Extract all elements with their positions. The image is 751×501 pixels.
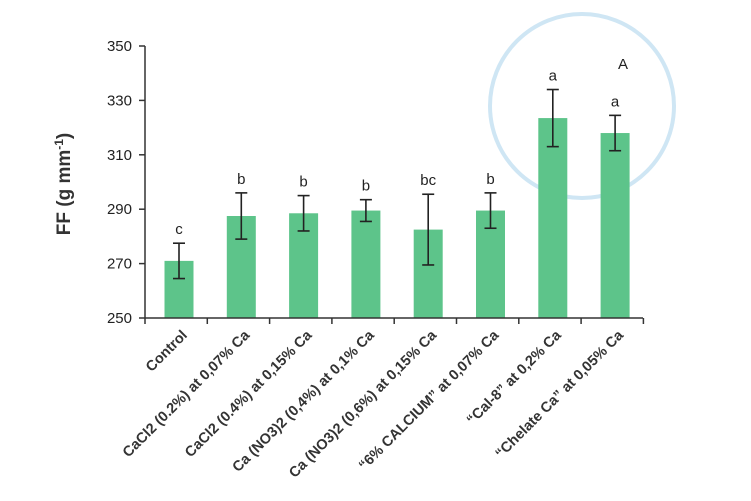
y-tick-label-0: 250 xyxy=(107,310,132,327)
highlight-circle xyxy=(488,12,676,200)
x-tick-label-7: “Chelate Ca” at 0,05% Ca xyxy=(493,327,628,462)
y-tick-label-3: 310 xyxy=(107,147,132,164)
significance-letter-3: b xyxy=(362,178,370,195)
y-tick-label-4: 330 xyxy=(107,92,132,109)
significance-letter-1: b xyxy=(237,171,245,188)
significance-letter-6: a xyxy=(549,68,558,85)
significance-letter-4: bc xyxy=(420,172,436,189)
y-axis-title-main: FF (g mm xyxy=(54,150,75,236)
y-axis-title-sup: -1 xyxy=(52,139,66,150)
annotation-label: A xyxy=(618,56,628,73)
bars-layer: c b b b bc b a a xyxy=(164,68,630,318)
significance-letter-2: b xyxy=(299,174,307,191)
y-tick-label-1: 270 xyxy=(107,256,132,273)
x-tick-label-2: CaCl2 (0.4%) at 0,15% Ca xyxy=(182,327,316,461)
bar-6 xyxy=(538,118,568,318)
y-axis-title-close: ) xyxy=(54,133,75,139)
bar-7 xyxy=(600,133,630,318)
x-tick-label-1: CaCl2 (0.2%) at 0,07% Ca xyxy=(120,327,254,461)
significance-letter-7: a xyxy=(611,93,620,110)
y-axis-title: FF (g mm-1) xyxy=(52,133,75,236)
bar-3 xyxy=(351,210,381,318)
significance-letter-0: c xyxy=(175,221,183,238)
y-tick-label-5: 350 xyxy=(107,38,132,55)
significance-letter-5: b xyxy=(486,171,494,188)
x-tick-label-0: Control xyxy=(143,328,191,376)
y-tick-label-2: 290 xyxy=(107,201,132,218)
